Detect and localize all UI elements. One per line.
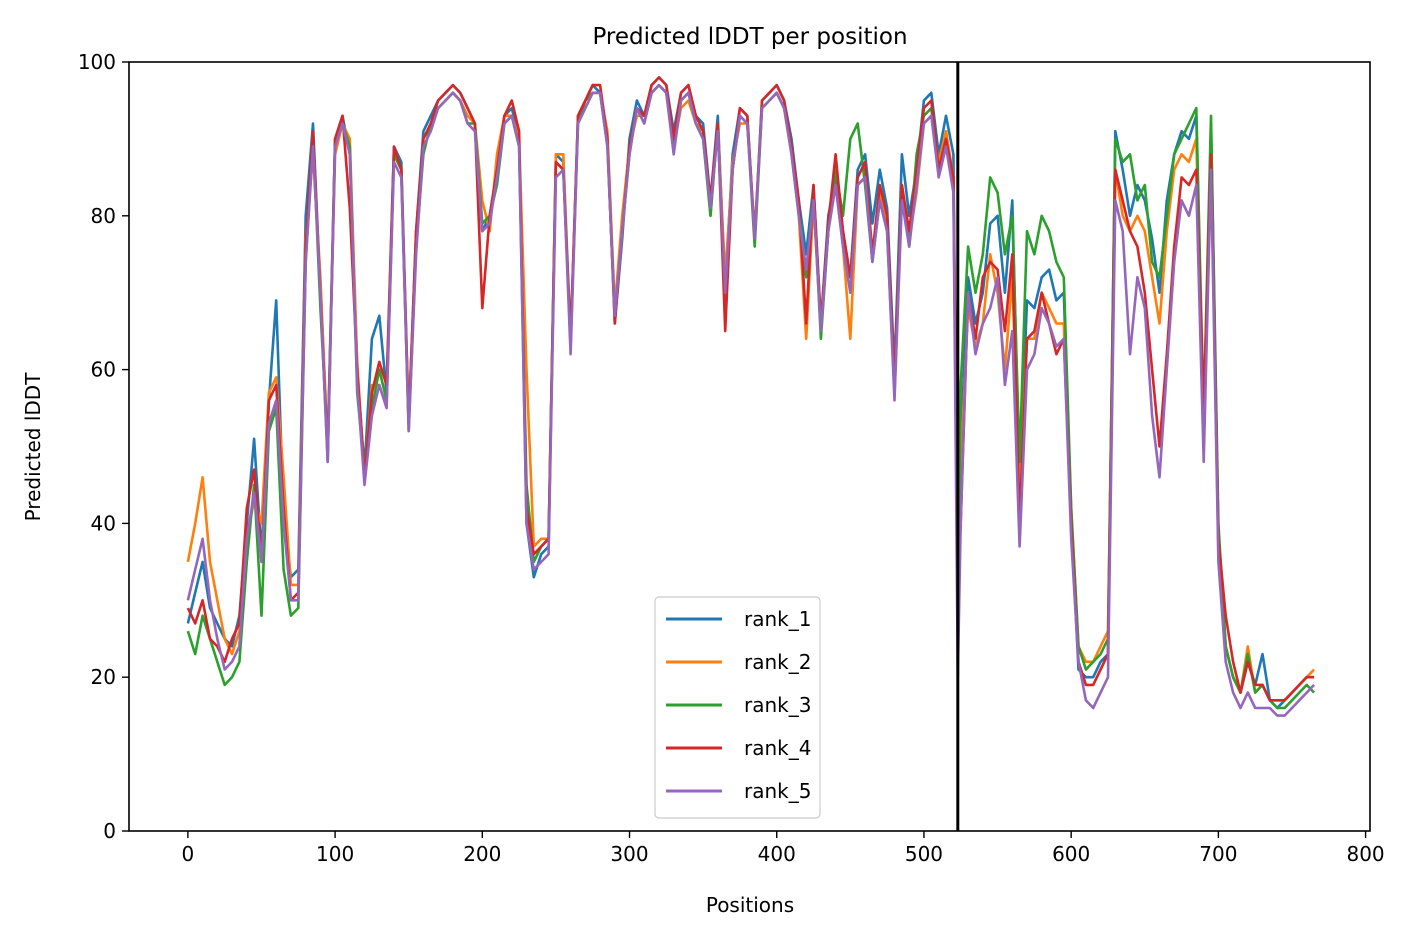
x-tick-label: 700 <box>1199 842 1237 866</box>
x-tick-label: 800 <box>1346 842 1384 866</box>
y-tick-label: 80 <box>91 204 116 228</box>
legend: rank_1 rank_2 rank_3 rank_4 rank_5 <box>654 596 821 819</box>
chart-title: Predicted lDDT per position <box>592 24 907 50</box>
series-line-rank-3 <box>186 83 1316 710</box>
x-axis: 0 100 200 300 400 500 600 700 800 <box>182 831 1385 866</box>
x-tick-label: 200 <box>463 842 501 866</box>
x-tick-label: 100 <box>316 842 354 866</box>
x-tick-label: 0 <box>182 842 195 866</box>
x-tick-label: 300 <box>610 842 648 866</box>
y-tick-label: 0 <box>103 819 116 843</box>
x-axis-label: Positions <box>706 893 794 917</box>
x-tick-label: 400 <box>758 842 796 866</box>
legend-label: rank_3 <box>744 693 811 717</box>
x-tick-label: 500 <box>905 842 943 866</box>
y-tick-label: 20 <box>91 665 116 689</box>
y-tick-label: 60 <box>91 358 116 382</box>
legend-label: rank_4 <box>744 736 811 760</box>
legend-box <box>654 596 821 819</box>
legend-label: rank_5 <box>744 779 811 803</box>
plot-frame <box>128 61 1371 832</box>
legend-label: rank_1 <box>744 607 811 631</box>
y-axis-label: Predicted lDDT <box>21 372 45 522</box>
x-tick-label: 600 <box>1052 842 1090 866</box>
legend-label: rank_2 <box>744 650 811 674</box>
y-tick-label: 40 <box>91 511 116 535</box>
series-line-rank-5 <box>186 83 1316 717</box>
series-lines <box>186 76 1316 717</box>
y-tick-label: 100 <box>78 50 116 74</box>
y-axis: 0 20 40 60 80 100 <box>78 50 129 843</box>
